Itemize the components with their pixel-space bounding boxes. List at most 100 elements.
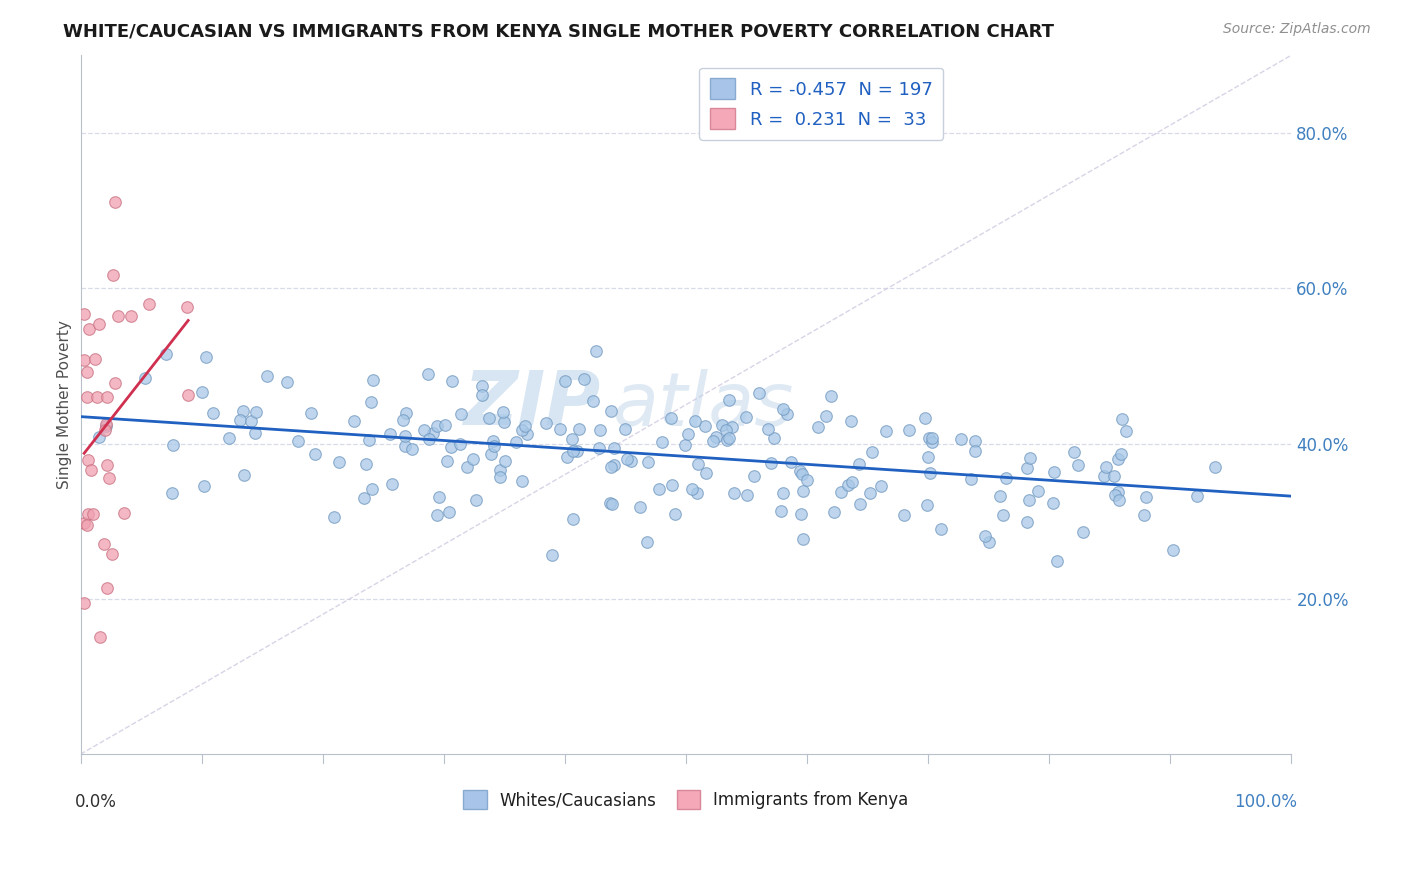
- Point: [436, 454, 458, 468]
- Point: [718, 431, 741, 445]
- Point: [1063, 445, 1085, 459]
- Point: [276, 376, 298, 390]
- Point: [304, 447, 326, 461]
- Point: [73, 596, 96, 610]
- Point: [534, 416, 557, 430]
- Point: [929, 522, 952, 536]
- Point: [585, 344, 607, 359]
- Point: [1019, 451, 1042, 466]
- Point: [1204, 459, 1226, 474]
- Point: [494, 415, 516, 429]
- Y-axis label: Single Mother Poverty: Single Mother Poverty: [58, 320, 72, 489]
- Point: [723, 485, 745, 500]
- Point: [1067, 458, 1090, 472]
- Point: [392, 413, 415, 427]
- Point: [394, 429, 416, 443]
- Point: [761, 456, 783, 470]
- Point: [488, 463, 510, 477]
- Text: atlas: atlas: [613, 368, 794, 441]
- Point: [807, 420, 830, 434]
- Point: [823, 505, 845, 519]
- Point: [96, 390, 118, 404]
- Point: [790, 467, 813, 481]
- Point: [89, 317, 111, 331]
- Point: [94, 418, 117, 433]
- Point: [240, 414, 263, 428]
- Point: [898, 423, 921, 437]
- Point: [1133, 508, 1156, 523]
- Point: [637, 455, 659, 469]
- Point: [218, 431, 240, 445]
- Point: [1109, 447, 1132, 461]
- Point: [780, 455, 803, 469]
- Point: [659, 411, 682, 425]
- Point: [77, 453, 100, 467]
- Point: [471, 379, 494, 393]
- Text: 100.0%: 100.0%: [1234, 793, 1298, 811]
- Point: [599, 404, 621, 418]
- Point: [661, 477, 683, 491]
- Point: [839, 414, 862, 428]
- Point: [837, 478, 859, 492]
- Point: [1042, 495, 1064, 509]
- Point: [717, 393, 740, 408]
- Point: [96, 581, 118, 595]
- Point: [676, 426, 699, 441]
- Point: [359, 434, 381, 448]
- Point: [101, 547, 124, 561]
- Point: [716, 433, 738, 447]
- Point: [921, 435, 943, 450]
- Point: [628, 500, 651, 515]
- Point: [193, 479, 215, 493]
- Point: [395, 406, 418, 420]
- Point: [830, 484, 852, 499]
- Point: [426, 419, 449, 434]
- Point: [450, 407, 472, 421]
- Point: [449, 436, 471, 450]
- Point: [875, 424, 897, 438]
- Point: [918, 431, 941, 445]
- Point: [360, 395, 382, 409]
- Point: [440, 440, 463, 454]
- Point: [744, 469, 766, 483]
- Point: [562, 512, 585, 526]
- Point: [76, 390, 98, 404]
- Point: [232, 404, 254, 418]
- Point: [104, 195, 127, 210]
- Point: [860, 445, 883, 459]
- Point: [229, 413, 252, 427]
- Point: [554, 374, 576, 388]
- Point: [492, 404, 515, 418]
- Point: [991, 508, 1014, 522]
- Point: [484, 439, 506, 453]
- Point: [636, 535, 658, 549]
- Point: [1161, 542, 1184, 557]
- Point: [994, 470, 1017, 484]
- Legend: Whites/Caucasians, Immigrants from Kenya: Whites/Caucasians, Immigrants from Kenya: [457, 783, 915, 816]
- Point: [422, 425, 444, 440]
- Text: Source: ZipAtlas.com: Source: ZipAtlas.com: [1223, 22, 1371, 37]
- Point: [616, 451, 638, 466]
- Point: [1115, 424, 1137, 438]
- Point: [1018, 493, 1040, 508]
- Point: [378, 427, 401, 442]
- Point: [456, 459, 478, 474]
- Point: [177, 387, 200, 401]
- Point: [869, 479, 891, 493]
- Point: [599, 496, 621, 510]
- Point: [1108, 484, 1130, 499]
- Point: [572, 372, 595, 386]
- Point: [582, 394, 605, 409]
- Point: [479, 447, 502, 461]
- Point: [772, 485, 794, 500]
- Point: [394, 439, 416, 453]
- Point: [134, 371, 156, 385]
- Point: [112, 506, 135, 520]
- Point: [256, 368, 278, 383]
- Point: [512, 474, 534, 488]
- Point: [434, 417, 457, 432]
- Point: [721, 420, 744, 434]
- Point: [160, 486, 183, 500]
- Point: [1043, 465, 1066, 479]
- Point: [848, 457, 870, 471]
